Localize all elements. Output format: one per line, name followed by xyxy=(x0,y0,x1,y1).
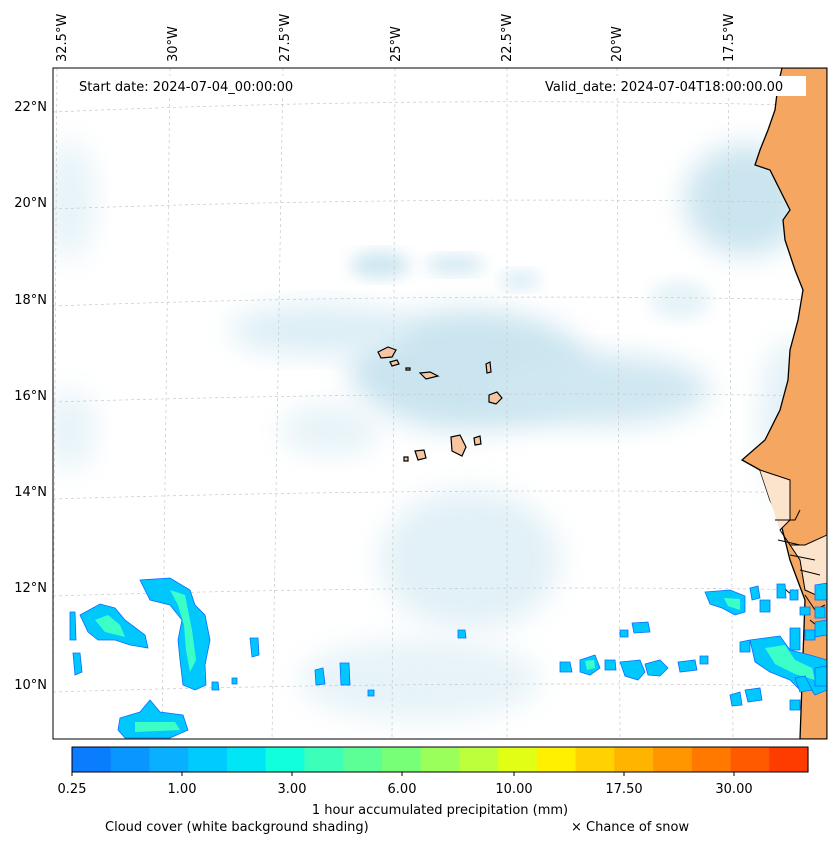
colorbar-cell xyxy=(343,747,383,772)
lon-label: 25°W xyxy=(389,26,404,62)
africa-coast-land xyxy=(740,68,827,739)
island-fogo xyxy=(414,449,427,461)
colorbar-tick-label: 17.50 xyxy=(605,782,642,797)
colorbar-cell xyxy=(226,747,267,772)
colorbar-cells xyxy=(72,747,809,772)
start-date-text: Start date: 2024-07-04_00:00:00 xyxy=(79,80,293,95)
colorbar-cell xyxy=(769,747,809,772)
lat-label: 12°N xyxy=(14,581,47,596)
colorbar-cell xyxy=(149,747,189,772)
longitude-labels: 32.5°W 30°W 27.5°W 25°W 22.5°W 20°W 17.5… xyxy=(55,14,737,62)
colorbar-cell xyxy=(304,747,344,772)
island-sao-nicolau xyxy=(418,371,440,380)
precipitation-colorbar: 0.25 1.00 3.00 6.00 10.00 17.50 30.00 1 … xyxy=(58,746,809,818)
colorbar-cell xyxy=(653,747,693,772)
colorbar-tick-label: 1.00 xyxy=(168,782,197,797)
island-santo-antao xyxy=(377,346,397,359)
colorbar-tick-label: 3.00 xyxy=(278,782,307,797)
colorbar-frame xyxy=(71,746,809,773)
colorbar-cell xyxy=(420,747,460,772)
colorbar-cell xyxy=(459,747,499,772)
lon-label: 30°W xyxy=(166,26,181,62)
island-boa-vista xyxy=(488,391,503,405)
island-santa-luzia xyxy=(405,367,411,371)
lat-label: 22°N xyxy=(14,100,47,115)
colorbar-ticks xyxy=(71,772,735,776)
lon-label: 20°W xyxy=(610,26,625,62)
map-panel: 32.5°W 30°W 27.5°W 25°W 22.5°W 20°W 17.5… xyxy=(14,14,828,740)
lon-label: 27.5°W xyxy=(278,14,293,62)
colorbar-tick-label: 6.00 xyxy=(388,782,417,797)
colorbar-cell xyxy=(110,747,151,772)
island-sal xyxy=(485,361,492,374)
colorbar-cell xyxy=(536,747,577,772)
colorbar-tick-label: 0.25 xyxy=(58,782,87,797)
colorbar-tick-label: 30.00 xyxy=(715,782,752,797)
lat-label: 10°N xyxy=(14,678,47,693)
colorbar-cell xyxy=(72,747,112,772)
lat-label: 14°N xyxy=(14,485,47,500)
colorbar-cell xyxy=(575,747,615,772)
latitude-labels: 22°N 20°N 18°N 16°N 14°N 12°N 10°N xyxy=(14,100,47,693)
colorbar-cell xyxy=(730,747,770,772)
lat-label: 20°N xyxy=(14,196,47,211)
colorbar-cell xyxy=(381,747,422,772)
snow-chance-note: × Chance of snow xyxy=(571,820,689,835)
colorbar-cell xyxy=(691,747,732,772)
lon-label: 17.5°W xyxy=(722,14,737,62)
colorbar-cell xyxy=(188,747,228,772)
colorbar-cell xyxy=(614,747,654,772)
map-frame xyxy=(52,67,828,740)
colorbar-title: 1 hour accumulated precipitation (mm) xyxy=(312,803,568,818)
island-brava xyxy=(403,456,409,462)
precipitation-cells xyxy=(69,577,827,739)
cape-verde-islands xyxy=(377,346,503,462)
valid-date-text: Valid_date: 2024-07-04T18:00:00.00 xyxy=(545,80,783,95)
island-maio xyxy=(473,435,482,446)
lon-label: 22.5°W xyxy=(500,14,515,62)
island-sao-vicente xyxy=(389,359,400,367)
lon-label: 32.5°W xyxy=(55,14,70,62)
valid-date-box: Valid_date: 2024-07-04T18:00:00.00 xyxy=(540,76,806,96)
start-date-box: Start date: 2024-07-04_00:00:00 xyxy=(74,76,312,96)
lat-label: 18°N xyxy=(14,293,47,308)
colorbar-cell xyxy=(498,747,538,772)
colorbar-cell xyxy=(265,747,306,772)
island-santiago xyxy=(450,434,467,457)
colorbar-tick-label: 10.00 xyxy=(495,782,532,797)
lat-label: 16°N xyxy=(14,389,47,404)
cloud-cover-note: Cloud cover (white background shading) xyxy=(105,820,369,835)
